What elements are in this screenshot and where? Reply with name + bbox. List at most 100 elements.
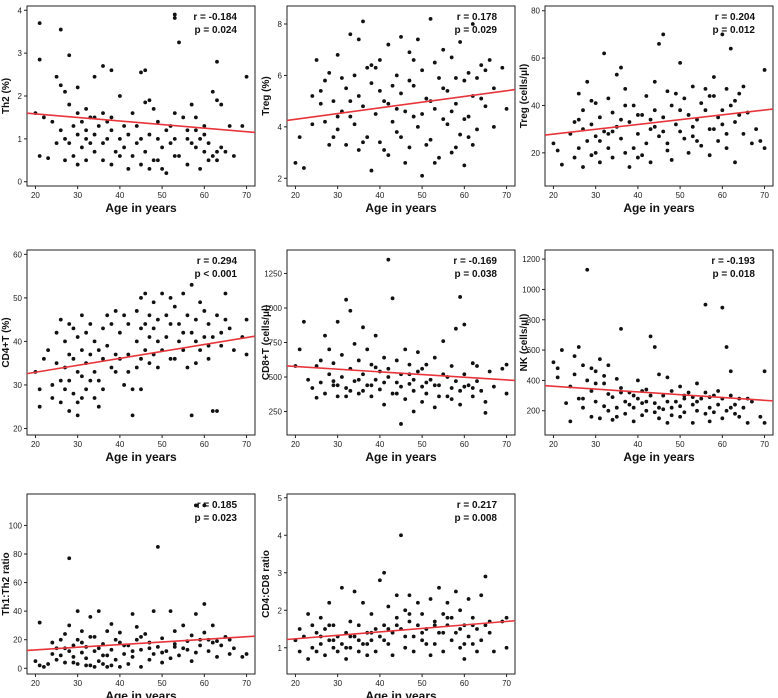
data-point	[741, 405, 746, 410]
data-point	[339, 353, 344, 357]
data-point	[219, 643, 224, 648]
data-point	[231, 154, 236, 158]
data-point	[96, 378, 101, 383]
data-point	[475, 379, 479, 384]
data-point	[449, 638, 454, 643]
data-point	[589, 414, 594, 419]
data-point	[177, 154, 181, 158]
data-point	[678, 384, 683, 389]
data-point	[504, 645, 509, 650]
data-point	[172, 154, 177, 158]
data-point	[147, 361, 152, 366]
data-point	[185, 647, 190, 652]
data-point	[318, 101, 323, 106]
data-point	[79, 374, 84, 379]
data-point	[619, 136, 623, 141]
x-axis-label: Age in years	[365, 201, 437, 215]
data-point	[458, 132, 463, 137]
data-point	[458, 402, 463, 407]
data-point	[215, 59, 219, 64]
data-point	[306, 612, 311, 616]
data-point	[96, 348, 101, 353]
data-point	[403, 109, 408, 114]
data-point	[589, 389, 594, 393]
data-point	[420, 112, 425, 116]
y-axis-label: Th1:Th2 ratio	[1, 552, 12, 615]
data-point	[631, 103, 636, 108]
data-point	[369, 612, 374, 616]
scatter-panel-3: 20 30 40 50 60 70 20 40 60 80 Age in years Treg (ce…	[519, 5, 774, 215]
data-point	[126, 662, 131, 666]
data-point	[130, 612, 135, 616]
data-point	[504, 615, 509, 620]
data-point	[79, 650, 84, 655]
data-point	[394, 380, 399, 385]
data-point	[352, 634, 357, 639]
data-point	[63, 158, 67, 163]
data-point	[130, 654, 135, 659]
data-point	[109, 115, 114, 120]
data-point	[470, 361, 475, 366]
regression-line	[26, 635, 256, 652]
data-point	[54, 657, 59, 662]
data-point	[623, 399, 628, 404]
data-point	[407, 382, 412, 386]
data-point	[462, 117, 467, 122]
data-point	[572, 155, 577, 160]
regression-line	[286, 619, 516, 641]
data-point	[407, 78, 412, 83]
data-point	[79, 313, 84, 318]
data-point	[568, 419, 573, 424]
data-point	[126, 322, 131, 326]
y-tick-label: 600	[527, 346, 541, 355]
data-point	[244, 317, 249, 322]
data-point	[75, 637, 80, 642]
data-point	[198, 348, 203, 353]
data-point	[399, 384, 403, 389]
data-point	[458, 645, 463, 650]
data-point	[699, 396, 704, 401]
data-point	[92, 634, 97, 639]
data-point	[619, 386, 623, 390]
data-point	[572, 354, 577, 359]
data-point	[88, 378, 93, 383]
data-point	[151, 300, 156, 305]
x-tick-label: 60	[460, 679, 469, 688]
data-point	[172, 629, 177, 634]
data-point	[109, 622, 114, 626]
data-point	[602, 129, 607, 134]
scatter-panel-6: 20 30 40 50 60 70 200 400 600 800 1000 1200 Age in y…	[519, 249, 774, 464]
data-point	[126, 166, 131, 171]
data-point	[610, 395, 615, 399]
data-point	[240, 124, 245, 128]
x-tick-label: 30	[333, 440, 342, 449]
data-point	[754, 127, 759, 132]
data-point	[593, 381, 598, 386]
data-point	[394, 615, 399, 620]
data-point	[160, 636, 165, 641]
data-point	[504, 391, 509, 396]
data-point	[728, 369, 733, 374]
data-point	[202, 335, 207, 339]
data-point	[699, 143, 704, 148]
data-point	[665, 399, 670, 404]
data-point	[597, 160, 602, 165]
data-point	[189, 282, 194, 287]
correlation-r-label: r = 0.185	[197, 500, 238, 511]
data-point	[147, 313, 152, 318]
data-point	[449, 55, 454, 60]
y-tick-label: 4	[278, 531, 283, 540]
data-point	[155, 158, 160, 163]
data-point	[318, 615, 323, 620]
data-point	[432, 355, 437, 360]
data-point	[386, 42, 391, 47]
data-point	[314, 364, 319, 368]
data-point	[432, 106, 437, 111]
data-point	[652, 79, 657, 84]
y-tick-label: 40	[13, 607, 22, 616]
data-point	[323, 119, 327, 124]
x-tick-label: 30	[333, 191, 342, 200]
data-point	[160, 660, 165, 665]
data-point	[445, 394, 450, 399]
